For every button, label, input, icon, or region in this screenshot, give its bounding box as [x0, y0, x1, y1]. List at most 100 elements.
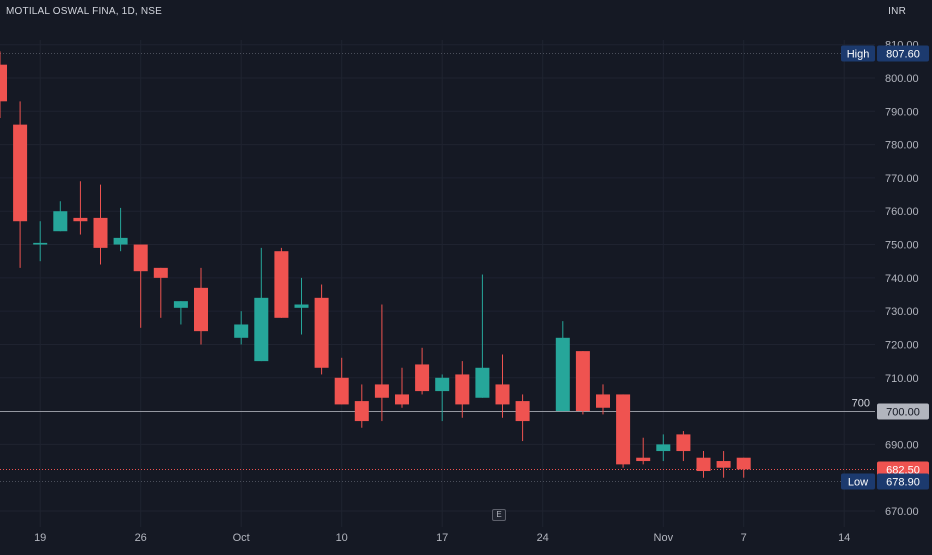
candle — [455, 361, 470, 418]
candle — [555, 321, 570, 412]
y-tick-label: 750.00 — [885, 240, 919, 252]
y-tick-label: 790.00 — [885, 106, 919, 118]
candle-body — [354, 401, 369, 422]
y-tick-label: 710.00 — [885, 373, 919, 385]
candle — [716, 451, 731, 478]
candle-body — [435, 377, 450, 392]
y-tick-label: 690.00 — [885, 439, 919, 451]
candle — [274, 247, 289, 318]
x-tick-label: 7 — [741, 532, 747, 544]
candle — [636, 437, 651, 465]
candle-body — [676, 434, 691, 452]
line-label-low: Low — [848, 477, 868, 489]
candle-body — [113, 237, 128, 245]
candle — [0, 51, 7, 118]
candle-body — [194, 287, 208, 332]
candle-body — [294, 304, 309, 308]
price-axis[interactable]: 810.00800.00790.00780.00770.00760.00750.… — [885, 40, 919, 518]
price-label-bg-high — [877, 45, 929, 62]
candle — [395, 367, 409, 408]
candle-body — [314, 297, 329, 368]
candle — [475, 274, 490, 398]
price-lines — [0, 53, 875, 482]
candle-body — [395, 394, 409, 405]
candle — [616, 394, 631, 468]
y-tick-label: 730.00 — [885, 306, 919, 318]
candle-body — [334, 377, 349, 405]
candle — [93, 184, 108, 265]
candle-body — [616, 394, 631, 465]
candle-body — [596, 394, 610, 408]
candle-body — [274, 251, 289, 318]
x-tick-label: 24 — [537, 532, 549, 544]
candle — [515, 394, 530, 442]
x-tick-label: 10 — [336, 532, 348, 544]
x-tick-label: 19 — [34, 532, 46, 544]
x-tick-label: Oct — [233, 532, 250, 544]
y-tick-label: 780.00 — [885, 140, 919, 152]
candle — [656, 434, 671, 462]
candle — [234, 311, 249, 345]
line-label-bg-low — [841, 473, 875, 490]
events-button[interactable]: E — [492, 509, 506, 521]
y-tick-label: 670.00 — [885, 506, 919, 518]
candle — [153, 267, 168, 318]
line-label-bg-high — [841, 45, 875, 62]
candle-body — [33, 242, 48, 245]
symbol-title: MOTILAL OSWAL FINA, 1D, NSE — [6, 6, 162, 17]
candle — [294, 277, 309, 335]
currency-label[interactable]: INR — [888, 6, 906, 17]
candle-body — [93, 217, 108, 248]
candle-body — [636, 457, 651, 462]
candle — [133, 244, 148, 328]
candle — [113, 207, 128, 252]
time-axis[interactable]: 1926Oct101724Nov7142 — [34, 532, 932, 544]
candle — [435, 374, 450, 422]
candle-body — [53, 211, 68, 232]
candle — [194, 267, 208, 345]
candle-body — [455, 374, 470, 405]
price-label-bg-low — [877, 473, 929, 490]
candle-body — [133, 244, 148, 272]
line-label-level-700: 700 — [852, 398, 870, 410]
y-tick-label: 760.00 — [885, 206, 919, 218]
y-tick-label: 740.00 — [885, 273, 919, 285]
candle — [53, 201, 68, 232]
candles — [0, 51, 751, 478]
x-tick-label: 26 — [135, 532, 147, 544]
candle-body — [716, 461, 731, 468]
candle-body — [73, 217, 88, 222]
line-label-high: High — [847, 49, 870, 61]
candle — [676, 431, 691, 462]
candle-body — [475, 367, 490, 398]
candle — [415, 347, 430, 395]
candle — [374, 304, 389, 422]
candle-body — [254, 297, 269, 362]
y-tick-label: 800.00 — [885, 73, 919, 85]
candle — [254, 247, 269, 362]
candle — [596, 384, 610, 415]
candle-body — [13, 124, 28, 222]
candle — [354, 384, 369, 428]
y-tick-label: 720.00 — [885, 339, 919, 351]
candle — [334, 357, 349, 405]
candle-body — [656, 444, 671, 452]
price-label-low: 678.90 — [886, 477, 920, 489]
candle-body — [153, 267, 168, 278]
candle — [173, 301, 188, 325]
candle-body — [0, 64, 7, 102]
candle — [33, 221, 48, 262]
candle-body — [696, 457, 711, 472]
candle — [575, 351, 590, 415]
grid — [0, 40, 875, 527]
candle-body — [415, 364, 430, 392]
y-tick-label: 770.00 — [885, 173, 919, 185]
candle — [696, 451, 711, 478]
candle — [736, 457, 751, 478]
candle — [314, 284, 329, 375]
candle — [13, 101, 28, 268]
x-tick-label: Nov — [654, 532, 674, 544]
